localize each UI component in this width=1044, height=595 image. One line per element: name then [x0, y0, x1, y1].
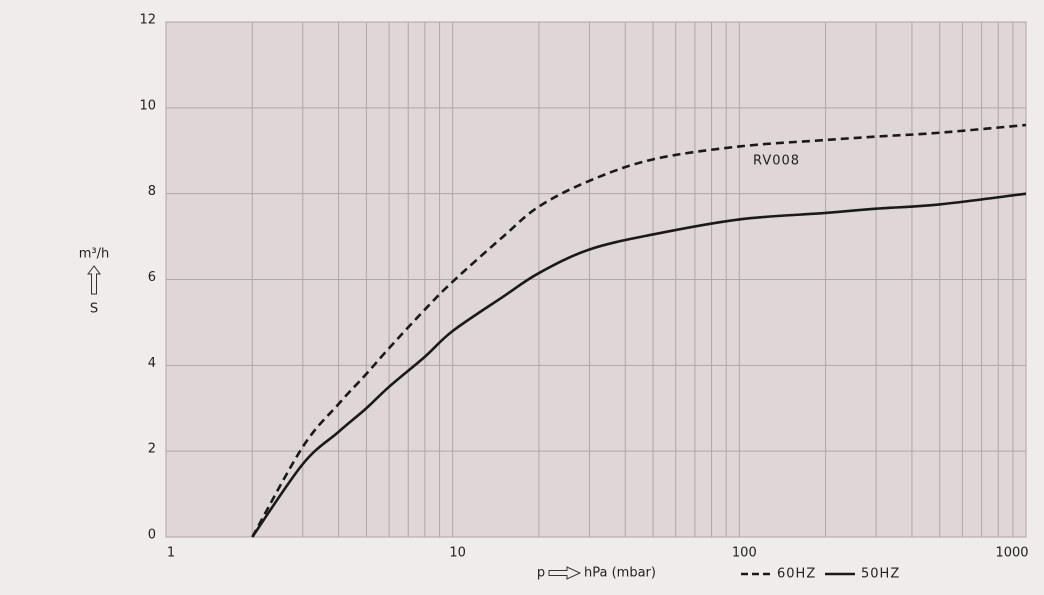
x-symbol: p — [537, 566, 545, 581]
y-tick-label: 6 — [148, 270, 156, 285]
y-unit: m³/h — [79, 247, 110, 262]
x-label: hPa (mbar) — [584, 566, 656, 581]
y-tick-label: 0 — [148, 528, 156, 543]
series-line — [251, 192, 1027, 538]
x-tick-label: 10 — [449, 546, 466, 561]
y-tick-label: 12 — [139, 13, 156, 28]
y-tick-label: 8 — [148, 184, 156, 199]
y-tick-label: 2 — [148, 442, 156, 457]
x-arrow — [548, 566, 582, 580]
x-tick-label: 100 — [732, 546, 757, 561]
x-tick-label: 1000 — [995, 546, 1028, 561]
x-tick-label: 1 — [167, 546, 175, 561]
legend-label: 60HZ — [777, 567, 816, 582]
annotation: RV008 — [753, 154, 800, 169]
legend-label: 50HZ — [861, 567, 900, 582]
y-arrow — [87, 265, 101, 295]
y-tick-label: 4 — [148, 356, 156, 371]
y-label: S — [90, 302, 98, 317]
y-tick-label: 10 — [139, 98, 156, 113]
series-line — [251, 123, 1027, 538]
